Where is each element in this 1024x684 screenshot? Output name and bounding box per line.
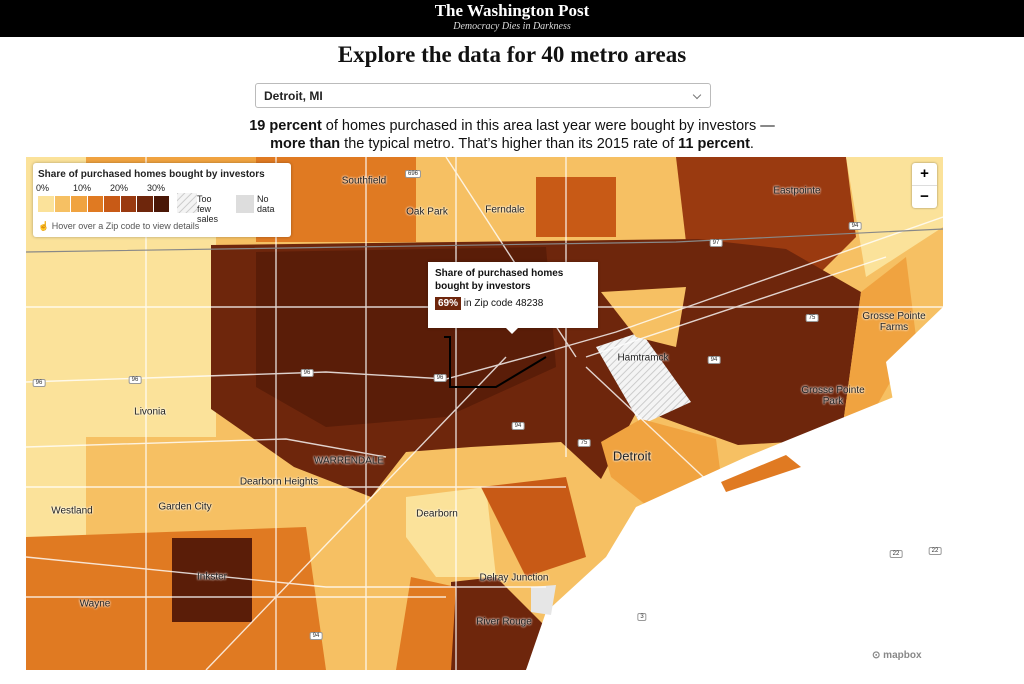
place-label: Eastpointe (773, 185, 821, 197)
selected-zip-outline (444, 336, 547, 388)
tagline: Democracy Dies in Darkness (453, 21, 571, 32)
zip-area (406, 487, 496, 577)
header: The Washington Post Democracy Dies in Da… (0, 0, 1024, 37)
too-few-swatch (177, 193, 197, 213)
tooltip: Share of purchased homes bought by inves… (428, 262, 598, 334)
place-label: Detroit (612, 448, 652, 464)
summary: 19 percent of homes purchased in this ar… (0, 117, 1024, 153)
legend-swatch (71, 196, 87, 212)
place-label: Hamtramck (617, 352, 669, 364)
place-label: Ferndale (485, 204, 525, 216)
zoom-out[interactable]: − (920, 188, 929, 205)
legend-swatch (120, 196, 136, 212)
road-shield: 94 (511, 422, 525, 430)
legend-swatch (153, 196, 169, 212)
zip-area (26, 237, 216, 437)
road-shield: 94 (309, 632, 323, 640)
legend-tick-label: 0% (36, 183, 50, 193)
road-shield: 96 (128, 376, 142, 384)
summary-text: the typical metro. That’s higher than it… (340, 136, 679, 152)
legend-swatch (54, 196, 70, 212)
place-label: Oak Park (406, 206, 448, 218)
place-label: Grosse Pointe Farms (862, 311, 926, 333)
no-data-area (531, 585, 556, 615)
place-label: Inkster (196, 571, 228, 583)
zip-area (536, 177, 616, 237)
tooltip-title: Share of purchased homes bought by inves… (435, 268, 564, 292)
road-shield: 96 (433, 374, 447, 382)
legend-hint: ☝ Hover over a Zip code to view details (38, 221, 200, 231)
road-shield: 75 (805, 314, 819, 322)
place-label: Garden City (158, 501, 212, 513)
hint-text: Hover over a Zip code to view details (51, 221, 200, 231)
zip-area (172, 538, 252, 622)
legend-tick-label: 30% (147, 183, 166, 193)
legend-swatch (137, 196, 153, 212)
zoom-control: + − (912, 163, 937, 208)
zip-area (396, 577, 456, 670)
road-shield: 3 (637, 613, 647, 621)
attribution[interactable]: ⊙ mapbox (872, 650, 922, 661)
place-label: Livonia (134, 406, 166, 418)
zip-area (601, 287, 686, 347)
zip-area (481, 477, 586, 577)
place-label: Dearborn (416, 508, 458, 520)
tooltip-value: 69% (435, 297, 462, 310)
zip-area (841, 257, 916, 439)
place-label: WARRENDALE (313, 455, 385, 467)
legend-swatch (104, 196, 120, 212)
logo[interactable]: The Washington Post (434, 1, 590, 20)
no-data-swatch (236, 195, 254, 213)
zip-area (721, 455, 801, 492)
road-shield: 94 (848, 222, 862, 230)
summary-text: . (749, 136, 754, 152)
zoom-in[interactable]: + (912, 163, 937, 186)
road-shield: 22 (928, 547, 942, 555)
legend-swatch (87, 196, 103, 212)
road-shield: 696 (404, 170, 422, 178)
no-data-area (596, 332, 691, 425)
road-shield: 94 (707, 356, 721, 364)
too-few-label: Too few sales (197, 194, 219, 224)
road-shield: 96 (32, 379, 46, 387)
water (886, 307, 943, 417)
tooltip-text: in Zip code 48238 (463, 298, 544, 309)
place-label: River Rouge (476, 616, 532, 628)
place-label: Dearborn Heights (239, 476, 319, 488)
page-title: Explore the data for 40 metro areas (337, 42, 687, 67)
attribution-text: mapbox (883, 650, 922, 661)
summary-text: 19 percent (249, 118, 322, 134)
legend-tick-label: 10% (73, 183, 92, 193)
place-label: Westland (51, 505, 93, 517)
legend-title: Share of purchased homes bought by inves… (38, 169, 265, 180)
place-label: Grosse Pointe Park (801, 385, 865, 407)
road-shield: 96 (300, 369, 314, 377)
legend-tick-label: 20% (110, 183, 129, 193)
place-label: Delray Junction (479, 572, 549, 584)
water (526, 377, 943, 670)
summary-text: of homes purchased in this area last yea… (321, 118, 775, 134)
legend: Share of purchased homes bought by inves… (33, 163, 291, 237)
road-shield: 75 (577, 439, 591, 447)
metro-dropdown[interactable]: Detroit, MI (255, 83, 711, 108)
zip-area (451, 577, 546, 670)
no-data-label: No data (257, 194, 275, 214)
place-label: Wayne (79, 598, 111, 610)
road-shield: 97 (709, 239, 723, 247)
summary-text: 11 percent (678, 136, 750, 152)
summary-text: more than (270, 136, 341, 152)
place-label: Southfield (341, 175, 387, 187)
legend-swatch (38, 196, 54, 212)
road-shield: 22 (889, 550, 903, 558)
